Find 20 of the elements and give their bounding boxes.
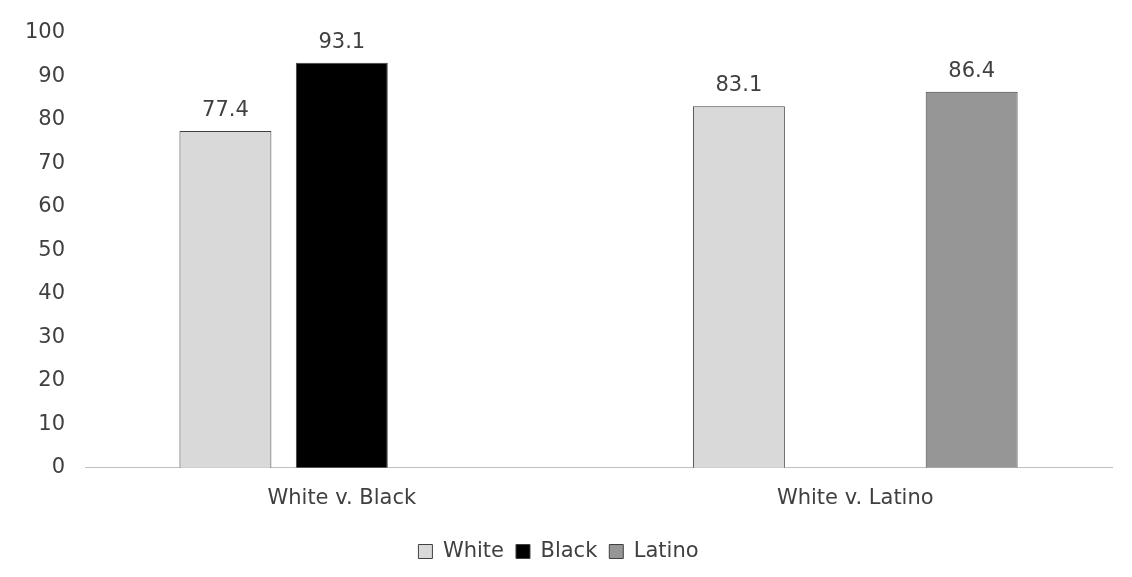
data-label: 93.1	[318, 28, 366, 53]
y-tick-label: 30	[38, 323, 66, 348]
data-label: 86.4	[948, 57, 996, 82]
legend-label: Black	[540, 537, 599, 562]
x-tick-label: White v. Latino	[776, 484, 934, 509]
y-tick-label: 90	[38, 62, 66, 87]
y-tick-label: 40	[38, 280, 66, 305]
y-tick-label: 20	[38, 367, 66, 392]
y-tick-label: 10	[38, 410, 66, 435]
data-label: 83.1	[715, 72, 763, 97]
y-tick-label: 80	[38, 106, 66, 131]
y-tick-label: 0	[51, 454, 66, 479]
y-tick-label: 50	[38, 236, 66, 261]
y-tick-label: 60	[38, 193, 66, 218]
legend-label: White	[442, 537, 504, 562]
y-tick-label: 100	[24, 19, 66, 44]
y-tick-label: 70	[38, 149, 66, 174]
x-tick-label: White v. Black	[267, 484, 417, 509]
data-label: 77.4	[202, 96, 249, 121]
legend-label: Latino	[633, 537, 699, 562]
